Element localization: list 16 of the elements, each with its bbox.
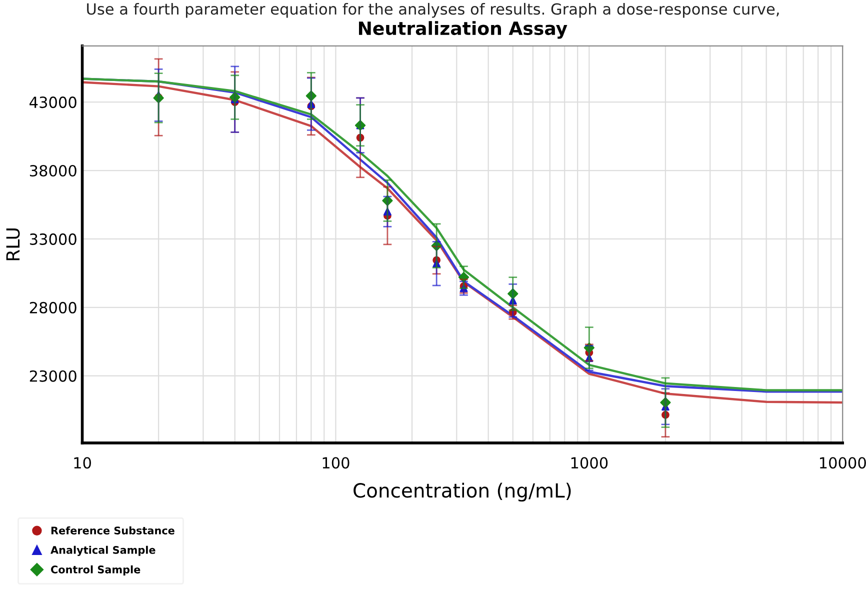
legend-label: Analytical Sample bbox=[50, 546, 156, 556]
text: Use a fourth parameter equation for the analyses of results. Graph a dose-response curve, bbox=[87, 2, 779, 18]
x-tick-label: 100 bbox=[322, 457, 350, 469]
y-tick-label: 38000 bbox=[30, 164, 76, 177]
y-tick-label: 43000 bbox=[30, 96, 76, 108]
y-tick-label: 33000 bbox=[30, 233, 76, 245]
y-axis-title: RLU bbox=[6, 228, 20, 260]
x-tick-label: 10 bbox=[74, 457, 91, 469]
legend-label: Control Sample bbox=[51, 565, 140, 576]
legend-label: Reference Substance bbox=[51, 526, 174, 534]
y-tick-label: 28000 bbox=[30, 302, 76, 314]
x-tick-label: 10000 bbox=[820, 457, 866, 469]
x-tick-label: 1000 bbox=[571, 457, 608, 469]
chart-title: Neutralization Assay bbox=[358, 21, 568, 39]
x-axis-title: Concentration (ng/mL) bbox=[354, 482, 571, 502]
y-tick-label: 23000 bbox=[30, 370, 76, 382]
